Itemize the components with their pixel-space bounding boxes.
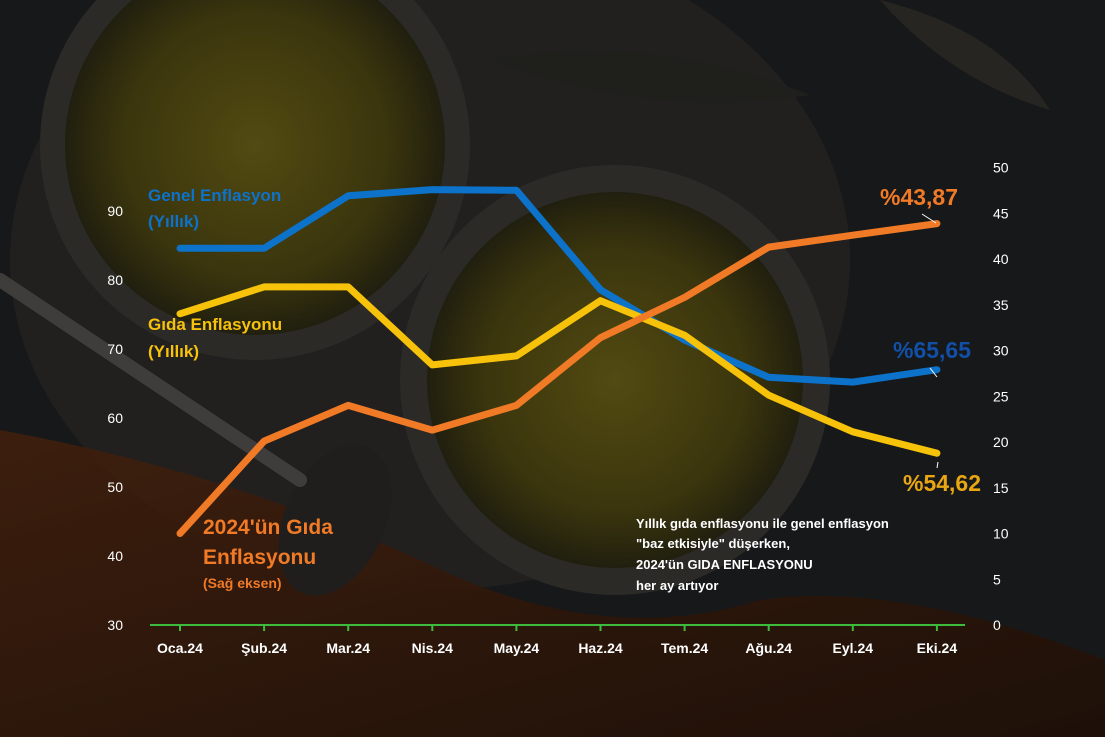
x-tick-label: Haz.24	[578, 640, 623, 656]
leader-gida	[936, 461, 939, 469]
right-tick-label: 15	[993, 480, 1009, 496]
gida-label: Gıda Enflasyonu	[148, 315, 282, 334]
x-tick-label: Mar.24	[326, 640, 370, 656]
left-tick-label: 50	[107, 479, 123, 495]
left-tick-label: 70	[107, 341, 123, 357]
x-tick-label: Şub.24	[241, 640, 287, 656]
gida2024-label-2: Enflasyonu	[203, 546, 316, 569]
left-tick-label: 90	[107, 203, 123, 219]
gida-label-sub: (Yıllık)	[148, 342, 199, 361]
end-label-genel: %65,65	[893, 337, 971, 363]
x-tick-label: May.24	[494, 640, 540, 656]
right-axis: 0 5 10 15 20 25 30 35 40 45 50	[993, 160, 1009, 634]
left-tick-label: 60	[107, 410, 123, 426]
x-tick-label: Eyl.24	[833, 640, 874, 656]
genel-label: Genel Enflasyon	[148, 186, 281, 205]
left-tick-label: 40	[107, 548, 123, 564]
leader-genel	[929, 367, 938, 378]
x-tick-label: Ağu.24	[745, 640, 792, 656]
gida2024-label-3: (Sağ eksen)	[203, 575, 282, 591]
x-axis: Oca.24 Şub.24 Mar.24 Nis.24 May.24 Haz.24 Tem.…	[157, 625, 957, 656]
genel-label-sub: (Yıllık)	[148, 212, 199, 231]
gida2024-label: 2024'ün Gıda	[203, 516, 333, 539]
right-tick-label: 10	[993, 526, 1009, 542]
gida2024-line	[176, 220, 941, 537]
annotation: Yıllık gıda enflasyonu ile genel enflasy…	[636, 516, 889, 593]
x-tick-label: Oca.24	[157, 640, 203, 656]
right-tick-label: 20	[993, 434, 1009, 450]
right-tick-label: 40	[993, 251, 1009, 267]
right-tick-label: 25	[993, 388, 1009, 404]
x-tick-label: Tem.24	[661, 640, 708, 656]
annotation-line-3: 2024'ün GIDA ENFLASYONU	[636, 557, 813, 572]
genel-line	[176, 186, 941, 386]
right-tick-label: 50	[993, 160, 1009, 176]
end-label-gida: %54,62	[903, 470, 981, 496]
x-tick-label: Nis.24	[412, 640, 453, 656]
left-tick-label: 80	[107, 272, 123, 288]
right-tick-label: 45	[993, 205, 1009, 221]
annotation-line-2: "baz etkisiyle" düşerken,	[636, 536, 790, 551]
series-lines	[176, 186, 941, 537]
end-label-gida2024: %43,87	[880, 184, 958, 210]
right-tick-label: 35	[993, 297, 1009, 313]
right-tick-label: 5	[993, 571, 1001, 587]
leader-gida2024	[921, 213, 937, 224]
right-tick-label: 30	[993, 343, 1009, 359]
right-tick-label: 0	[993, 617, 1001, 633]
gida-line	[176, 283, 941, 457]
x-tick-label: Eki.24	[917, 640, 958, 656]
left-tick-label: 30	[107, 617, 123, 633]
annotation-line-1: Yıllık gıda enflasyonu ile genel enflasy…	[636, 516, 889, 531]
left-axis: 30 40 50 60 70 80 90	[107, 203, 123, 633]
annotation-line-4: her ay artıyor	[636, 578, 718, 593]
